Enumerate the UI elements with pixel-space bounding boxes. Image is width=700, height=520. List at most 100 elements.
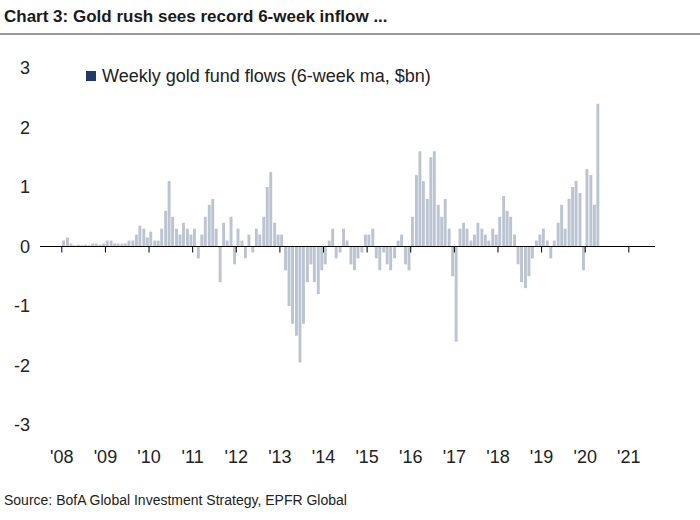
bar: [418, 151, 421, 246]
bar: [586, 169, 589, 246]
bar: [524, 247, 527, 289]
bar: [350, 247, 353, 265]
bar: [360, 247, 363, 253]
bar: [291, 247, 294, 324]
x-tick-label: '12: [225, 447, 248, 467]
bar: [531, 247, 534, 259]
bar: [575, 181, 578, 246]
bar: [182, 223, 185, 247]
bar: [171, 217, 174, 247]
title: Chart 3: Gold rush sees record 6-week in…: [4, 7, 388, 26]
x-tick: [149, 247, 150, 253]
x-tick: [105, 247, 106, 253]
bar: [455, 247, 458, 342]
bar: [255, 229, 258, 247]
bar: [415, 175, 418, 246]
bar: [386, 247, 389, 265]
bar: [495, 235, 498, 247]
bar: [288, 247, 291, 307]
bar: [299, 247, 302, 363]
bar: [244, 247, 247, 259]
x-tick: [367, 247, 368, 253]
x-tick: [585, 247, 586, 253]
x-tick: [61, 247, 62, 253]
bar: [135, 235, 138, 247]
bar: [502, 196, 505, 247]
bar: [328, 241, 331, 247]
y-tick-label: 3: [20, 58, 30, 78]
bar: [527, 247, 530, 277]
bar: [233, 247, 236, 265]
bar: [251, 247, 254, 253]
x-tick: [454, 247, 455, 253]
bar: [393, 247, 396, 259]
bar: [335, 247, 338, 259]
bar: [404, 247, 407, 265]
bar: [353, 247, 356, 271]
x-tick-label: '19: [530, 447, 553, 467]
bar: [277, 235, 280, 247]
x-tick-label: '09: [94, 447, 117, 467]
bar: [62, 241, 65, 247]
bar: [476, 223, 479, 247]
x-axis: [40, 246, 655, 247]
x-tick: [279, 247, 280, 253]
bar: [422, 181, 425, 246]
bar: [582, 247, 585, 271]
bar: [269, 172, 272, 246]
bar: [179, 235, 182, 247]
bar: [571, 187, 574, 247]
bars: [62, 104, 599, 363]
bar: [302, 247, 305, 324]
x-tick-label: '18: [486, 447, 509, 467]
bar: [433, 151, 436, 246]
chart: Chart 3: Gold rush sees record 6-week in…: [0, 0, 700, 520]
x-tick-label: '15: [355, 447, 378, 467]
bar: [193, 229, 196, 247]
bar: [342, 229, 345, 247]
bar: [549, 247, 552, 259]
bar: [313, 247, 316, 283]
x-tick: [497, 247, 498, 253]
bar: [437, 205, 440, 247]
bar: [357, 247, 360, 259]
bar: [280, 235, 283, 247]
bar: [560, 205, 563, 247]
x-tick: [323, 247, 324, 253]
bar: [339, 247, 342, 253]
x-tick-label: '08: [50, 447, 73, 467]
bar: [429, 157, 432, 246]
bar: [538, 235, 541, 247]
bar: [128, 241, 131, 247]
bar: [258, 235, 261, 247]
bar: [411, 217, 414, 247]
legend-label: Weekly gold fund flows (6-week ma, $bn): [102, 66, 431, 86]
bar: [397, 241, 400, 247]
bar: [164, 211, 167, 247]
bar: [175, 229, 178, 247]
bar: [509, 217, 512, 247]
bar: [320, 247, 323, 271]
bar: [459, 229, 462, 247]
bar: [557, 223, 560, 247]
y-tick-label: 2: [20, 118, 30, 138]
bar: [189, 235, 192, 247]
x-tick: [628, 247, 629, 253]
bar: [513, 235, 516, 247]
bar: [400, 235, 403, 247]
bar: [346, 241, 349, 247]
y-tick-label: -3: [14, 415, 30, 435]
bar: [149, 232, 152, 247]
bar: [138, 226, 141, 247]
bar: [389, 247, 392, 271]
bar: [480, 229, 483, 247]
x-tick-label: '16: [399, 447, 422, 467]
bar: [110, 241, 113, 247]
bar: [451, 247, 454, 277]
bar: [546, 241, 549, 247]
bar: [426, 199, 429, 247]
bar: [378, 247, 381, 271]
bar: [284, 247, 287, 271]
bar: [295, 247, 298, 336]
x-tick-label: '13: [268, 447, 291, 467]
